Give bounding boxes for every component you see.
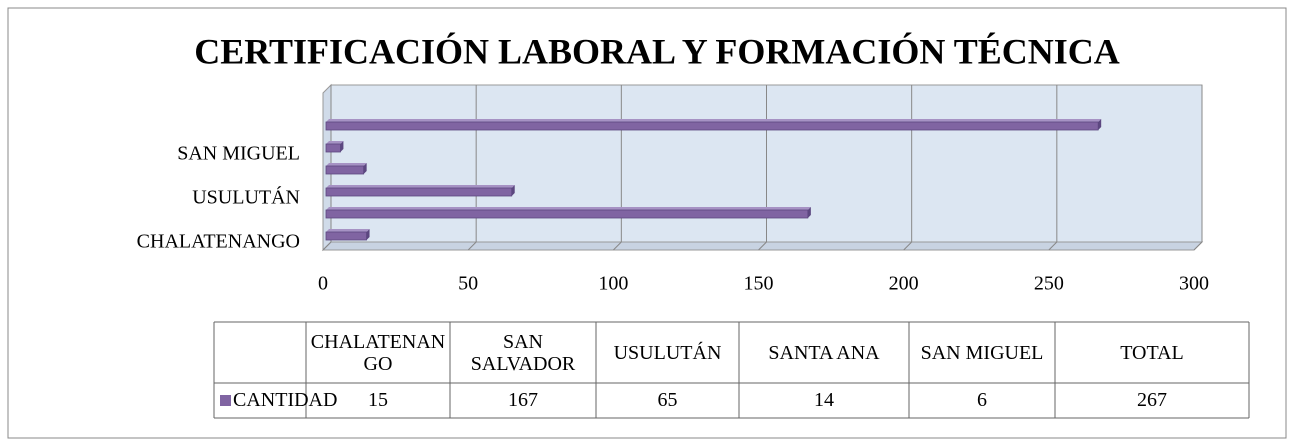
bar [325,231,367,241]
x-tick-label: 0 [318,273,328,295]
x-tick-label: 250 [1034,273,1064,295]
table-header-cell: TOTAL [1120,341,1184,364]
table-header-text: SAN SALVADOR [470,330,576,375]
bar-top [326,229,370,232]
y-tick-label: USULUTÁN [192,186,300,209]
legend-swatch [220,395,231,406]
y-tick-label: CHALATENANGO [137,231,300,253]
bar-end [1098,119,1102,130]
y-tick-label: SAN MIGUEL [177,143,300,165]
table-value: 167 [508,389,538,411]
legend-label: CANTIDAD [233,389,337,411]
x-tick-label: 100 [598,273,628,295]
table-value: 65 [658,389,678,411]
bar-end [363,163,367,174]
bar-top [326,207,811,210]
grid-line [322,241,332,251]
bar [325,143,341,153]
grid-line [1193,241,1203,251]
bar-top [326,119,1102,122]
bar-end [511,185,515,196]
bar-top [326,141,344,144]
table-header-text: SAN MIGUEL [920,341,1044,364]
grid-line [758,241,767,251]
grid-line [903,241,913,251]
table-header-cell: SAN SALVADOR [470,330,576,375]
chart-title: CERTIFICACIÓN LABORAL Y FORMACIÓN TÉCNIC… [194,31,1120,71]
bar [325,209,809,219]
table-header-text: CHALATENANGO [310,330,446,375]
table-header-cell: SANTA ANA [768,341,880,364]
bar-end [807,207,811,218]
table-header-text: USULUTÁN [613,341,722,364]
table-header-cell: CHALATENANGO [310,330,446,375]
table-header-text: TOTAL [1120,341,1184,364]
bar [325,165,365,175]
bar-top [326,163,367,166]
x-tick-label: 300 [1179,273,1209,295]
grid-line [1048,241,1058,251]
table-value: 267 [1137,389,1167,411]
table-value: 6 [977,389,987,411]
table-header-text: SANTA ANA [768,341,880,364]
x-tick-label: 150 [744,273,774,295]
bar-top [326,185,515,188]
table-header-cell: USULUTÁN [613,341,722,364]
bar [325,121,1099,131]
grid-line [612,241,622,251]
grid-line [467,241,477,251]
bar [325,187,513,197]
table-value: 15 [368,389,388,411]
x-tick-label: 50 [458,273,478,295]
bar-end [366,229,370,240]
table-value: 14 [814,389,834,411]
table-header-cell: SAN MIGUEL [920,341,1044,364]
bar-end [340,141,344,152]
x-tick-label: 200 [889,273,919,295]
